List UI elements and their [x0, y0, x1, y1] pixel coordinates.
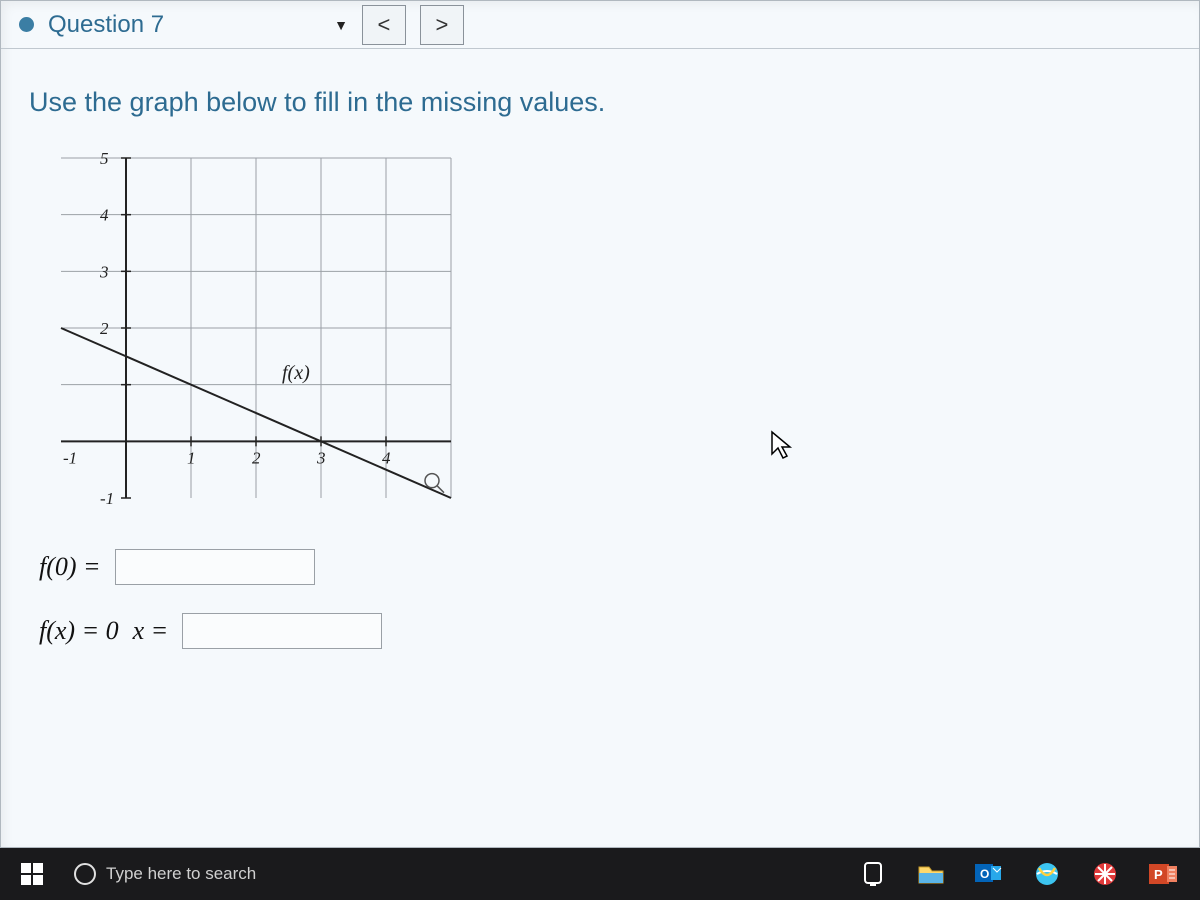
settings-icon[interactable] [1090, 859, 1120, 889]
answer-row-1: f(0) = [39, 549, 1199, 585]
answer2-input[interactable] [182, 613, 382, 649]
question-selector[interactable]: Question 7 ▼ [48, 11, 348, 39]
powerpoint-icon[interactable]: P [1148, 859, 1178, 889]
outlook-icon[interactable]: O [974, 859, 1004, 889]
taskbar-tray: O P [858, 859, 1196, 889]
svg-text:2: 2 [252, 448, 261, 467]
search-icon [74, 863, 96, 885]
prev-question-button[interactable]: < [362, 5, 406, 45]
file-explorer-icon[interactable] [916, 859, 946, 889]
answer1-input[interactable] [115, 549, 315, 585]
svg-text:P: P [1154, 867, 1163, 882]
windows-taskbar: Type here to search O P [0, 848, 1200, 900]
svg-text:4: 4 [100, 206, 109, 225]
svg-text:-1: -1 [63, 448, 77, 467]
instruction-text: Use the graph below to fill in the missi… [1, 49, 1199, 148]
svg-text:5: 5 [100, 149, 109, 168]
svg-text:O: O [980, 867, 989, 881]
cortana-icon[interactable] [858, 859, 888, 889]
graph-container: 1 2 3 4 -1 2 3 4 5 -1 f(x) [1, 148, 1199, 523]
answer-section: f(0) = f(x) = 0 x = [1, 523, 1199, 649]
svg-text:4: 4 [382, 448, 391, 467]
chevron-right-icon: > [436, 12, 449, 38]
svg-text:2: 2 [100, 319, 109, 338]
next-question-button[interactable]: > [420, 5, 464, 45]
answer1-label: f(0) = [39, 552, 101, 582]
question-label: Question 7 [48, 11, 164, 39]
answer-row-2: f(x) = 0 x = [39, 613, 1199, 649]
ie-icon[interactable] [1032, 859, 1062, 889]
status-dot [19, 17, 34, 32]
question-toolbar: Question 7 ▼ < > [1, 1, 1199, 49]
answer2-label-a: f(x) = 0 [39, 616, 119, 646]
chevron-left-icon: < [378, 12, 391, 38]
search-placeholder: Type here to search [106, 864, 256, 884]
svg-text:f(x): f(x) [282, 362, 310, 384]
function-graph: 1 2 3 4 -1 2 3 4 5 -1 f(x) [31, 148, 461, 518]
windows-icon [21, 863, 43, 885]
question-panel: Question 7 ▼ < > Use the graph below to … [0, 0, 1200, 848]
chevron-down-icon: ▼ [334, 17, 348, 33]
svg-text:3: 3 [99, 262, 109, 281]
answer2-label-b: x = [133, 616, 169, 646]
taskbar-search[interactable]: Type here to search [64, 854, 384, 894]
start-button[interactable] [4, 852, 60, 896]
svg-text:-1: -1 [100, 489, 114, 508]
svg-text:3: 3 [316, 448, 326, 467]
svg-text:1: 1 [187, 448, 196, 467]
